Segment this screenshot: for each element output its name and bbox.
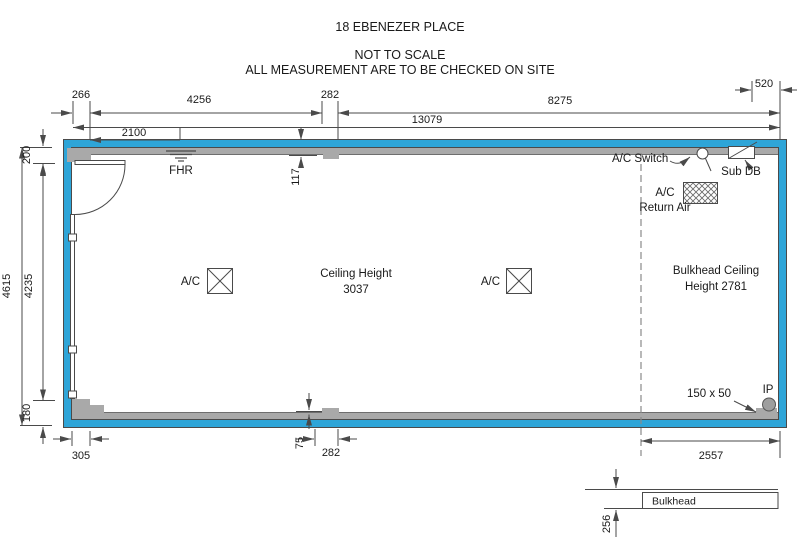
dim-282-top: 282: [321, 89, 339, 101]
dim-2100: 2100: [122, 127, 146, 139]
outer-wall-outline: [63, 139, 787, 428]
mullion-3: [68, 390, 77, 399]
dim-2557: 2557: [699, 450, 723, 462]
mullion-2: [68, 345, 77, 354]
dim-13079: 13079: [412, 114, 443, 126]
note-not-to-scale: NOT TO SCALE: [354, 48, 445, 62]
door-leaf: [74, 160, 126, 165]
block-bottom-left: [72, 399, 90, 419]
entry-door: [68, 160, 126, 399]
bulkhead-legend: Bulkhead: [585, 469, 779, 537]
mullion-1: [68, 233, 77, 242]
dim-256: 256: [601, 515, 613, 533]
wall-blocks: [67, 148, 777, 419]
dim-266: 266: [72, 89, 90, 101]
ip-label: IP: [763, 384, 774, 396]
bulkhead-ceiling-label-line2: Height 2781: [685, 281, 747, 293]
ac-switch-label: A/C Switch: [612, 153, 668, 165]
dim-200: 200: [21, 146, 33, 164]
sub-db-icon: [728, 141, 758, 171]
block-top-middle: [323, 148, 339, 159]
bulkhead-label: Bulkhead: [652, 496, 696, 508]
dim-4256: 4256: [187, 94, 211, 106]
ac-switch-icon: [669, 147, 712, 172]
dim-117: 117: [290, 168, 302, 186]
size-150x50-leader-arrow: [733, 400, 757, 413]
bulkhead-ceiling-label-line1: Bulkhead Ceiling: [673, 265, 759, 277]
ac-unit-2-label: A/C: [481, 276, 500, 288]
ac-unit-2-icon: [506, 268, 532, 294]
dim-75: 75: [294, 437, 306, 449]
dim-117-lines: [289, 127, 317, 168]
size-150x50-label: 150 x 50: [687, 388, 731, 400]
dim-180: 180: [21, 404, 33, 422]
ac-return-air-grille-icon: [683, 182, 718, 204]
fhr-symbol-icon: [166, 150, 196, 162]
top-dimension-lines: [51, 81, 797, 143]
dim-4235: 4235: [23, 274, 35, 298]
fhr-label: FHR: [169, 165, 193, 177]
building-shell: [63, 139, 787, 428]
dim-520: 520: [755, 78, 773, 90]
top-wall-lining: [72, 148, 778, 154]
bottom-dimension-lines: [53, 393, 781, 458]
ac-return-air-label-line1: A/C: [655, 187, 674, 199]
ac-unit-1-label: A/C: [181, 276, 200, 288]
blue-wall-band: [64, 140, 786, 427]
bulkhead-section-box: [642, 492, 779, 509]
sub-db-label: Sub DB: [721, 166, 761, 178]
left-dimension-lines: [19, 129, 55, 444]
bottom-wall-lining: [72, 413, 778, 419]
ceiling-height-label-line1: Ceiling Height: [320, 268, 392, 280]
side-glazing-line: [70, 214, 75, 399]
ceiling-height-label-line2: 3037: [343, 284, 369, 296]
dim-4615: 4615: [1, 274, 13, 298]
ac-return-air-label-line2: Return Air: [639, 202, 690, 214]
door-swing-arc: [74, 164, 126, 215]
block-bottom-left-step: [90, 405, 104, 419]
block-top-left: [67, 148, 91, 162]
ip-point-icon: [762, 397, 776, 412]
ac-unit-1-icon: [207, 268, 233, 294]
block-bottom-middle: [322, 408, 339, 419]
block-bottom-right-150x50: [756, 408, 777, 419]
dim-8275: 8275: [548, 95, 572, 107]
note-check-on-site: ALL MEASUREMENT ARE TO BE CHECKED ON SIT…: [245, 63, 554, 77]
page-title: 18 EBENEZER PLACE: [335, 20, 464, 34]
dim-282-bottom: 282: [322, 447, 340, 459]
dim-305: 305: [72, 450, 90, 462]
